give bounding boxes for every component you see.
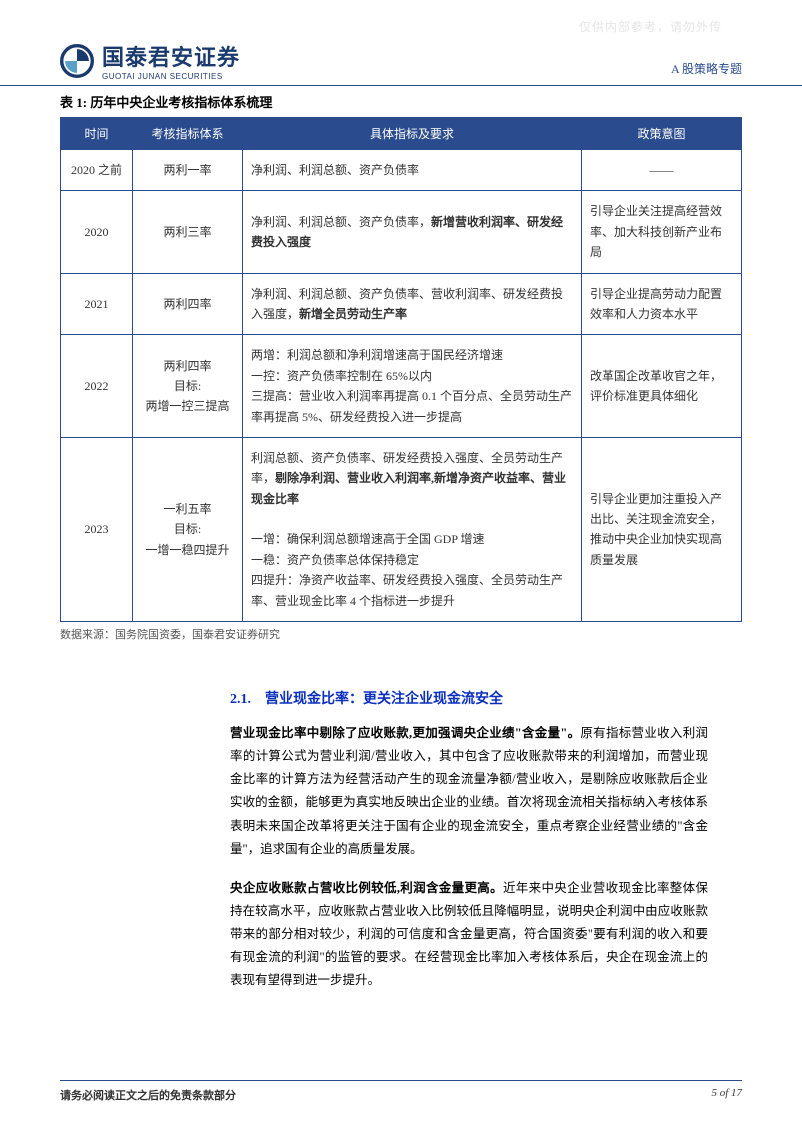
detail-line: 一稳：资产负债率总体保持稳定: [251, 553, 419, 567]
cell-detail: 净利润、利润总额、资产负债率、营收利润率、研发经费投入强度，新增全员劳动生产率: [243, 273, 582, 335]
cell-time: 2023: [61, 437, 133, 621]
para-rest: 近年来中央企业营收现金比率整体保持在较高水平，应收账款占营业收入比例较低且降幅明…: [230, 881, 708, 988]
cell-detail: 净利润、利润总额、资产负债率，新增营收利润率、研发经费投入强度: [243, 191, 582, 273]
cell-time: 2022: [61, 335, 133, 438]
detail-line: 一控：资产负债率控制在 65%以内: [251, 369, 432, 383]
cell-time: 2021: [61, 273, 133, 335]
table-header-row: 时间 考核指标体系 具体指标及要求 政策意图: [61, 118, 742, 150]
section-heading: 2.1. 营业现金比率：更关注企业现金流安全: [230, 688, 708, 708]
col-header: 考核指标体系: [133, 118, 243, 150]
sys-line: 目标:: [174, 522, 201, 536]
company-name-en: GUOTAI JUNAN SECURITIES: [102, 72, 240, 81]
company-name-cn: 国泰君安证券: [102, 40, 240, 72]
indicator-table: 时间 考核指标体系 具体指标及要求 政策意图 2020 之前 两利一率 净利润、…: [60, 117, 742, 622]
content-area: 表 1: 历年中央企业考核指标体系梳理 时间 考核指标体系 具体指标及要求 政策…: [0, 92, 802, 992]
paragraph: 营业现金比率中剔除了应收账款,更加强调央企业绩"含金量"。原有指标营业收入利润率…: [230, 722, 708, 861]
cell-system: 两利三率: [133, 191, 243, 273]
col-header: 政策意图: [582, 118, 742, 150]
table-source: 数据来源：国务院国资委，国泰君安证券研究: [60, 626, 742, 642]
page-footer: 请务必阅读正文之后的免责条款部分 5 of 17: [0, 1080, 802, 1103]
sys-line: 两增一控三提高: [145, 399, 229, 413]
cell-system: 一利五率 目标: 一增一稳四提升: [133, 437, 243, 621]
detail-line: 两增：利润总额和净利润增速高于国民经济增速: [251, 348, 503, 362]
table-row: 2020 两利三率 净利润、利润总额、资产负债率，新增营收利润率、研发经费投入强…: [61, 191, 742, 273]
detail-line: 三提高：营业收入利润率再提高 0.1 个百分点、全员劳动生产率再提高 5%、研发…: [251, 389, 572, 423]
para-lead: 营业现金比率中剔除了应收账款,更加强调央企业绩"含金量"。: [230, 726, 580, 740]
para-lead: 央企应收账款占营收比例较低,利润含金量更高。: [230, 881, 503, 895]
logo-block: 国泰君安证券 GUOTAI JUNAN SECURITIES: [60, 40, 240, 81]
detail-text: 净利润、利润总额、资产负债率，: [251, 215, 431, 229]
company-logo-icon: [60, 44, 94, 78]
detail-bold: 新增全员劳动生产率: [299, 307, 407, 321]
detail-line: 一增：确保利润总额增速高于全国 GDP 增速: [251, 532, 485, 546]
sys-line: 一增一稳四提升: [145, 543, 229, 557]
cell-system: 两利四率 目标: 两增一控三提高: [133, 335, 243, 438]
col-header: 具体指标及要求: [243, 118, 582, 150]
page-header: 国泰君安证券 GUOTAI JUNAN SECURITIES A 股策略专题: [0, 0, 802, 86]
page-number: 5 of 17: [711, 1087, 742, 1103]
cell-system: 两利四率: [133, 273, 243, 335]
table-row: 2023 一利五率 目标: 一增一稳四提升 利润总额、资产负债率、研发经费投入强…: [61, 437, 742, 621]
cell-intent: 引导企业提高劳动力配置效率和人力资本水平: [582, 273, 742, 335]
cell-detail: 利润总额、资产负债率、研发经费投入强度、全员劳动生产率，剔除净利润、营业收入利润…: [243, 437, 582, 621]
cell-time: 2020 之前: [61, 150, 133, 191]
cell-detail: 两增：利润总额和净利润增速高于国民经济增速 一控：资产负债率控制在 65%以内 …: [243, 335, 582, 438]
detail-bold: 剔除净利润、营业收入利润率,新增净资产收益率、营业现金比率: [251, 471, 566, 505]
watermark-text: 仅供内部参考，请勿外传: [579, 18, 722, 35]
cell-time: 2020: [61, 191, 133, 273]
cell-intent: ——: [582, 150, 742, 191]
cell-intent: 引导企业更加注重投入产出比、关注现金流安全，推动中央企业加快实现高质量发展: [582, 437, 742, 621]
sys-line: 一利五率: [163, 502, 211, 516]
detail-line: 四提升：净资产收益率、研发经费投入强度、全员劳动生产率、营业现金比率 4 个指标…: [251, 573, 563, 607]
sys-line: 两利四率: [163, 359, 211, 373]
footer-disclaimer: 请务必阅读正文之后的免责条款部分: [60, 1087, 236, 1103]
topic-label: A 股策略专题: [671, 60, 742, 81]
cell-intent: 引导企业关注提高经营效率、加大科技创新产业布局: [582, 191, 742, 273]
col-header: 时间: [61, 118, 133, 150]
paragraph: 央企应收账款占营收比例较低,利润含金量更高。近年来中央企业营收现金比率整体保持在…: [230, 877, 708, 993]
cell-detail: 净利润、利润总额、资产负债率: [243, 150, 582, 191]
cell-system: 两利一率: [133, 150, 243, 191]
sys-line: 目标:: [174, 379, 201, 393]
cell-intent: 改革国企改革收官之年，评价标准更具体细化: [582, 335, 742, 438]
table-row: 2021 两利四率 净利润、利润总额、资产负债率、营收利润率、研发经费投入强度，…: [61, 273, 742, 335]
table-row: 2022 两利四率 目标: 两增一控三提高 两增：利润总额和净利润增速高于国民经…: [61, 335, 742, 438]
table-row: 2020 之前 两利一率 净利润、利润总额、资产负债率 ——: [61, 150, 742, 191]
table-title: 表 1: 历年中央企业考核指标体系梳理: [60, 92, 742, 111]
section-body: 2.1. 营业现金比率：更关注企业现金流安全 营业现金比率中剔除了应收账款,更加…: [230, 688, 708, 992]
para-rest: 原有指标营业收入利润率的计算公式为营业利润/营业收入，其中包含了应收账款带来的利…: [230, 726, 708, 856]
